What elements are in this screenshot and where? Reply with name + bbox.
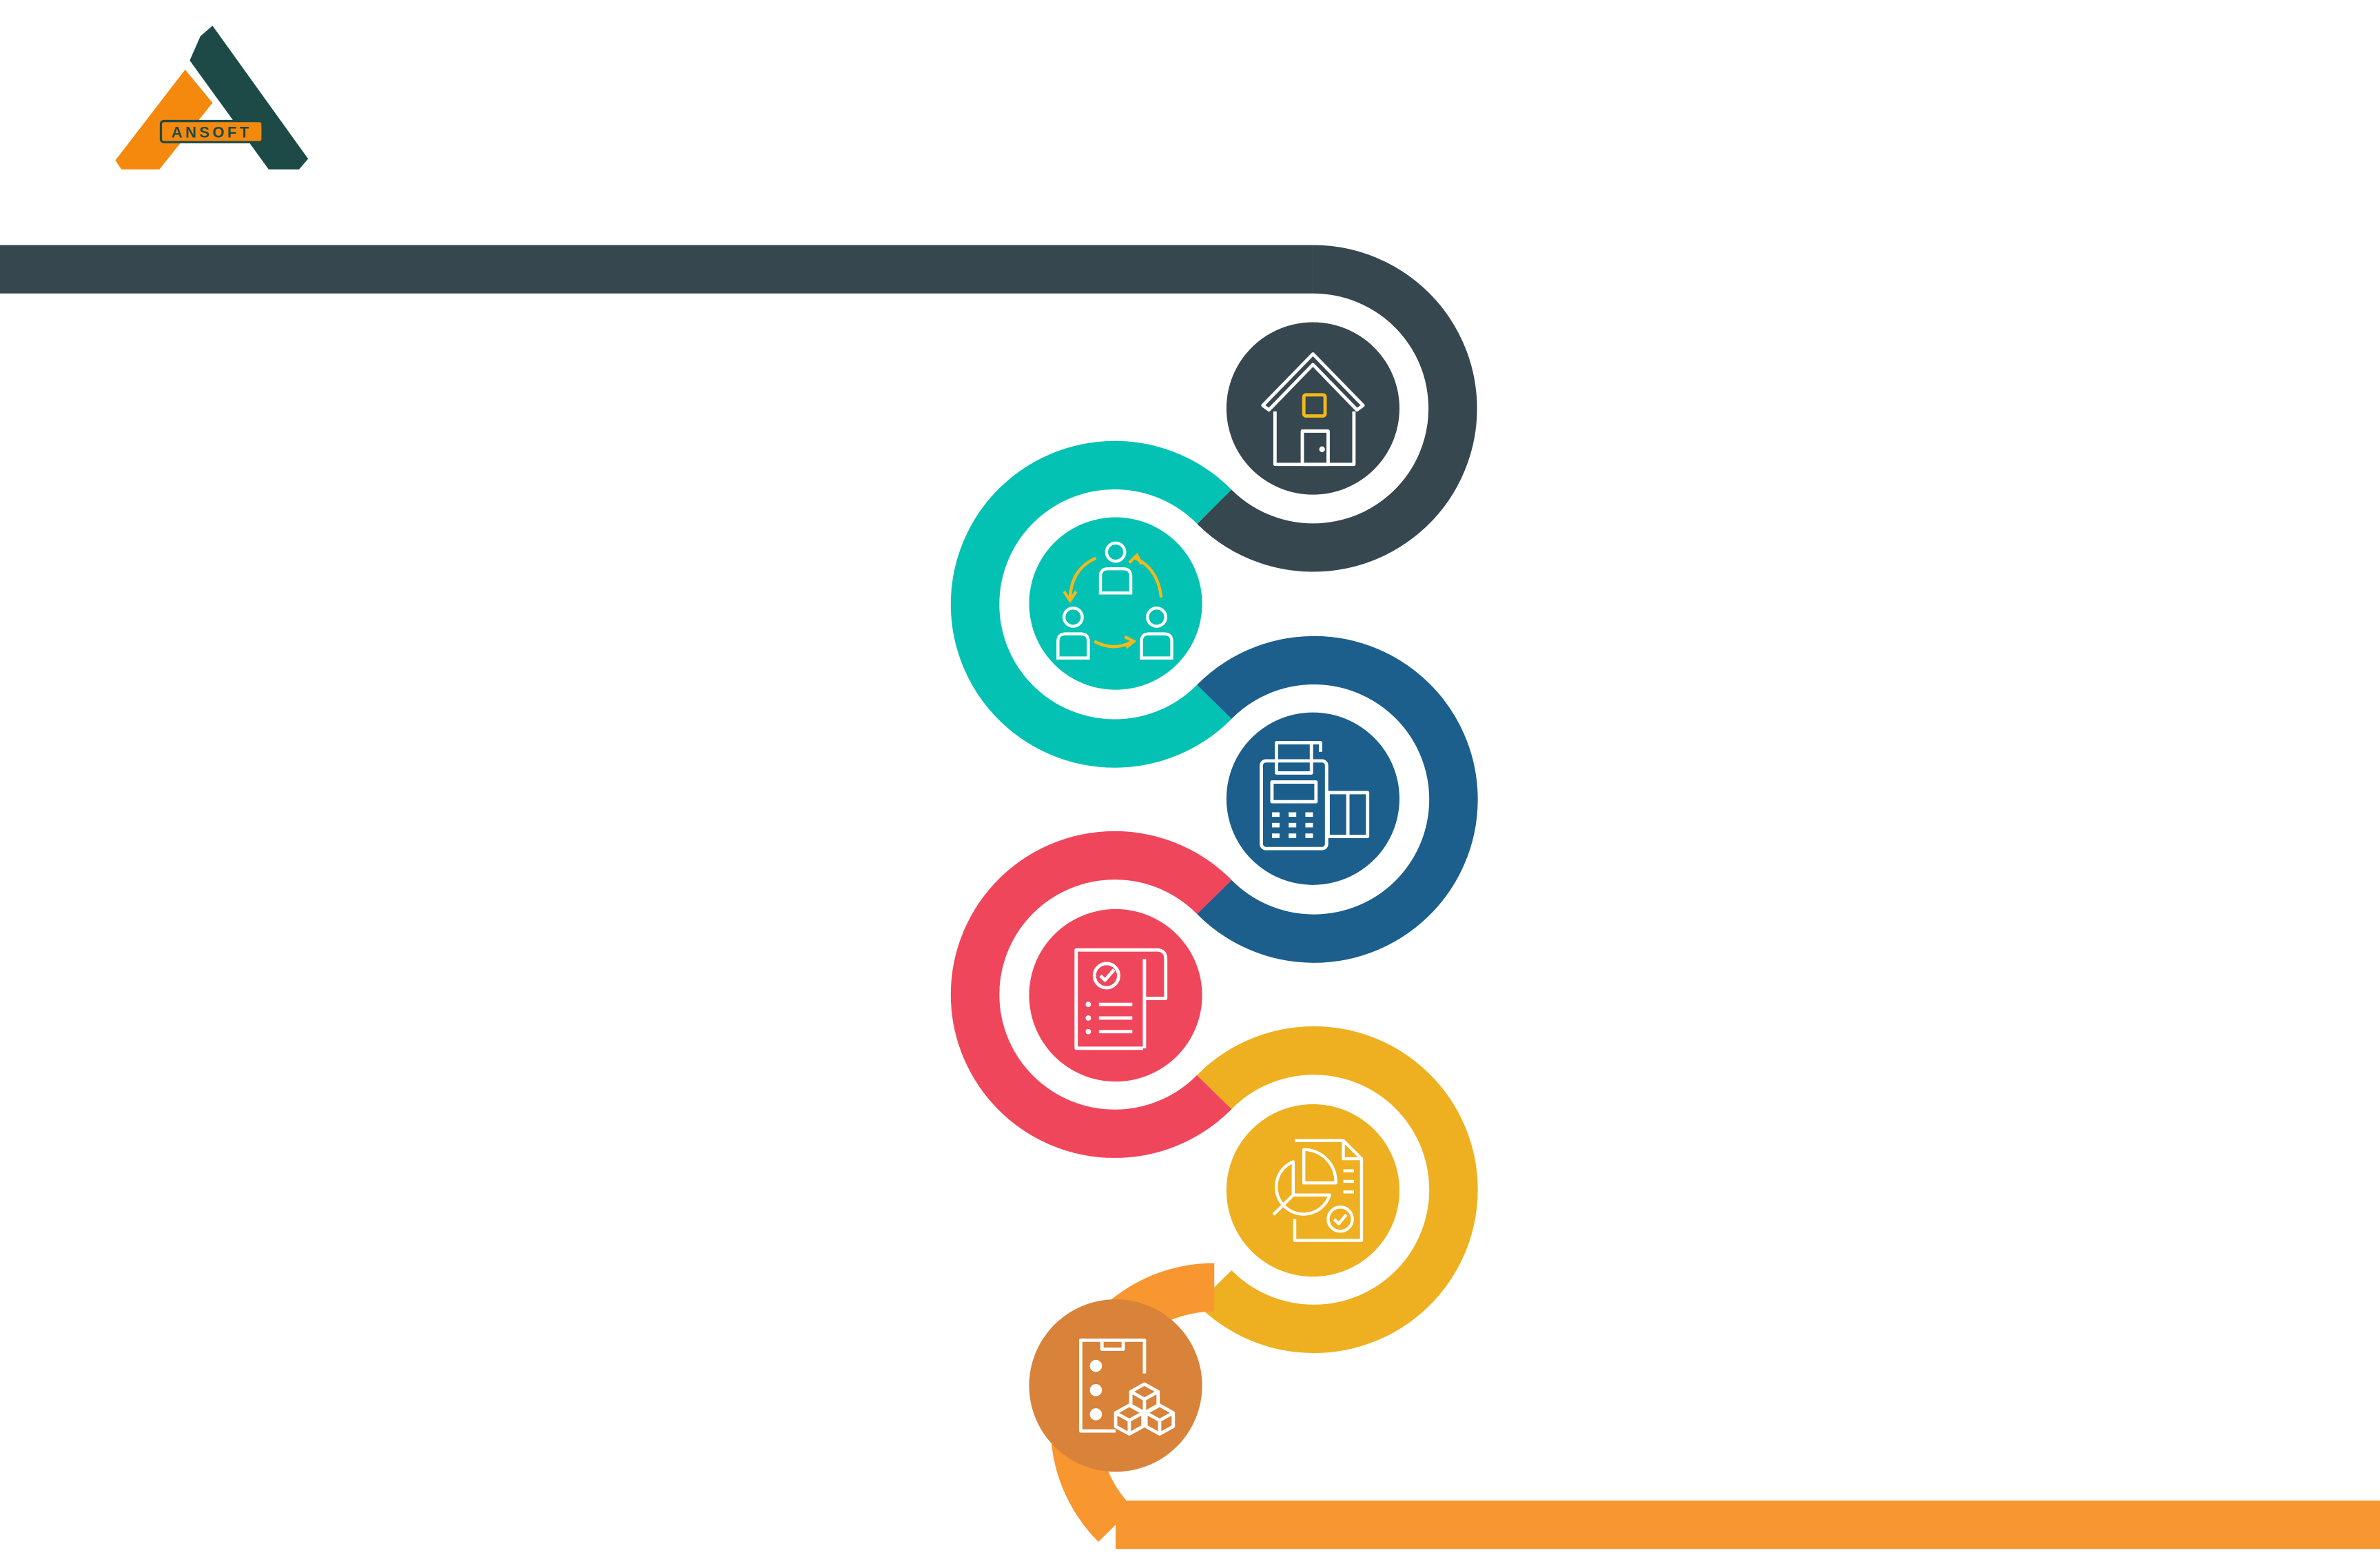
path-segment-3-arc	[1197, 636, 1478, 963]
step-3-circle	[1226, 712, 1399, 885]
step-6	[1029, 1299, 1202, 1472]
inventory-bullets	[1089, 1359, 1102, 1421]
step-4-circle	[1029, 908, 1202, 1082]
step-1-circle	[1226, 322, 1399, 495]
inventory-boxes-icon	[1078, 1338, 1176, 1436]
step-2	[1029, 517, 1202, 690]
cycle-arrows-icon	[1063, 552, 1163, 649]
house-icon	[1261, 352, 1365, 467]
logo-badge	[159, 119, 264, 143]
pos-keypad	[1271, 812, 1313, 838]
step-1	[1226, 322, 1399, 495]
logo-orange-stroke	[115, 69, 213, 170]
checklist-document-icon	[1074, 948, 1168, 1050]
report-chart-icon	[1272, 1139, 1364, 1242]
path-segment-2-arc	[950, 440, 1232, 768]
step-3	[1226, 712, 1399, 885]
logo-text: ANSOFT	[172, 124, 252, 141]
step-2-circle	[1029, 517, 1202, 690]
step-4	[1029, 908, 1202, 1082]
pos-terminal-icon	[1260, 741, 1370, 851]
step-5-circle	[1226, 1104, 1399, 1277]
checklist-bullets	[1085, 1002, 1091, 1035]
team-cycle-icon	[1056, 541, 1173, 660]
step-6-circle	[1029, 1299, 1202, 1472]
step-5	[1226, 1104, 1399, 1277]
ansoft-logo: ANSOFT	[115, 26, 309, 170]
path-segment-4-arc	[950, 831, 1232, 1158]
path-segment-5-arc	[1197, 1026, 1478, 1353]
logo-dark-stroke	[189, 26, 309, 170]
path-segment-1-arc	[1197, 245, 1477, 572]
